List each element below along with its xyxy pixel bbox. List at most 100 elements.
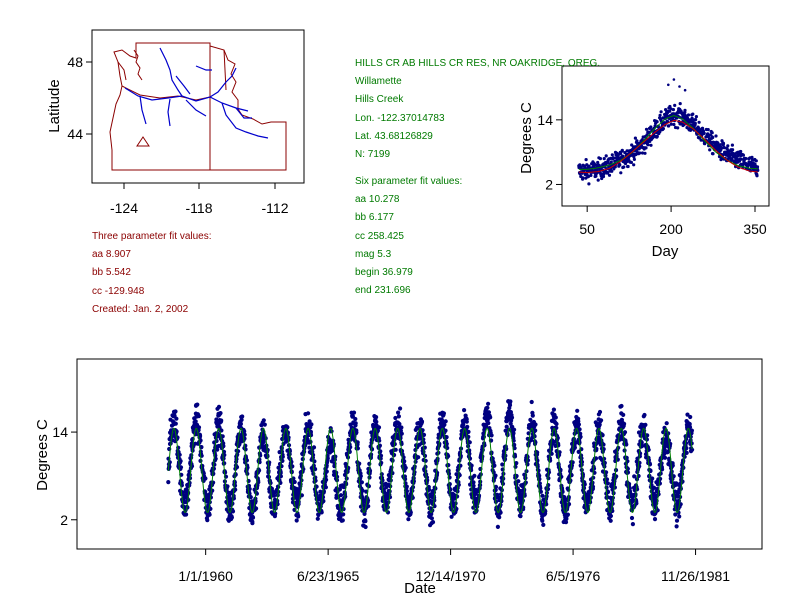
timeseries-point (442, 422, 447, 427)
annual-point (664, 108, 668, 112)
annual-point (655, 120, 659, 124)
annual-point (711, 152, 715, 156)
annual-point (596, 160, 600, 165)
six-parameter-title: Six parameter fit values: (355, 176, 463, 187)
timeseries-point (315, 516, 320, 521)
map-panel: 48 44 Latitude -124 -118 -112 (46, 29, 305, 216)
timeseries-point (472, 473, 477, 478)
annual-point (658, 113, 662, 117)
timeseries-point (642, 412, 647, 418)
timeseries-point (690, 447, 695, 452)
annual-point (598, 157, 603, 161)
timeseries-point (399, 441, 404, 447)
timeseries-point (253, 499, 258, 504)
timeseries-point (230, 509, 236, 514)
timeseries-point (289, 459, 294, 464)
timeseries-point (294, 518, 299, 523)
annual-point (621, 154, 625, 158)
annual-point (739, 157, 744, 161)
river-snake-south (221, 102, 269, 139)
timeseries-point (225, 484, 230, 489)
annual-point (686, 113, 691, 117)
timeseries-point (554, 421, 559, 427)
annual-point (626, 164, 630, 169)
timeseries-point (663, 455, 668, 460)
annual-point (741, 153, 746, 157)
three-param-cc: cc -129.948 (92, 285, 145, 297)
three-parameter-block: Three parameter fit values: aa 8.907 bb … (92, 228, 212, 319)
timeseries-point (166, 480, 171, 485)
annual-point (587, 182, 591, 186)
timeseries-point (325, 456, 330, 461)
timeseries-point (360, 488, 365, 493)
river-salmon (235, 107, 252, 119)
timeseries-point (624, 442, 629, 447)
timeseries-y-tick-label: 14 (52, 424, 68, 440)
timeseries-axes: 1/1/1960 6/23/1965 12/14/1970 6/5/1976 11/26… (52, 424, 730, 584)
annual-point (706, 135, 711, 139)
puget-sound-shore (133, 49, 143, 81)
timeseries-point (351, 410, 357, 415)
timeseries-point (346, 465, 351, 470)
latitude-value: Lat. 43.68126829 (355, 130, 433, 142)
timeseries-point (189, 453, 194, 458)
annual-point (726, 144, 730, 148)
timeseries-point (533, 422, 538, 427)
annual-point (610, 169, 614, 173)
annual-axes: 50 200 350 2 14 (537, 112, 766, 237)
state-line-columbia (121, 85, 211, 101)
timeseries-point (548, 458, 553, 463)
annual-point (694, 118, 698, 122)
timeseries-point (167, 464, 172, 469)
timeseries-x-label: Date (404, 580, 436, 597)
timeseries-point (486, 421, 491, 426)
timeseries-point (467, 440, 472, 445)
timeseries-point (578, 434, 583, 439)
annual-point (671, 108, 676, 112)
annual-point (632, 155, 636, 159)
annual-point (714, 134, 718, 138)
annual-point (691, 112, 695, 116)
map-x-tick-118: -118 (186, 200, 213, 216)
timeseries-point (354, 430, 359, 435)
annual-point (672, 122, 676, 127)
timeseries-point (337, 487, 342, 492)
timeseries-x-tick-label: 6/23/1965 (297, 568, 359, 584)
timeseries-point (374, 419, 379, 424)
annual-point (607, 173, 612, 177)
map-frame (91, 29, 305, 184)
river-john-day (185, 99, 207, 117)
annual-point (659, 110, 663, 114)
timeseries-point (374, 415, 379, 420)
annual-point (673, 103, 677, 107)
timeseries-point (250, 515, 256, 520)
annual-x-tick-label: 350 (743, 221, 767, 237)
annual-point (644, 127, 649, 131)
timeseries-point (392, 452, 397, 458)
timeseries-point (248, 495, 253, 500)
timeseries-point (240, 414, 245, 419)
timeseries-point (632, 474, 637, 479)
annual-point (739, 149, 743, 154)
timeseries-point (493, 473, 498, 478)
timeseries-point (196, 414, 201, 419)
timeseries-point (535, 458, 540, 463)
annual-point (594, 174, 598, 178)
timeseries-point (500, 462, 505, 467)
map-y-tick-44: 44 (67, 126, 83, 142)
timeseries-x-tick-label: 1/1/1960 (178, 568, 233, 584)
timeseries-point (363, 524, 368, 530)
timeseries-point (662, 447, 667, 452)
stream-name: Hills Creek (355, 94, 404, 106)
annual-point (678, 85, 681, 88)
annual-point (678, 102, 682, 106)
timeseries-point (575, 408, 580, 413)
timeseries-point (507, 403, 513, 408)
timeseries-point (489, 433, 494, 438)
basin-name: Willamette (355, 76, 402, 88)
timeseries-point (516, 479, 521, 484)
timeseries-point (178, 459, 183, 464)
timeseries-point (495, 524, 500, 530)
timeseries-point (358, 474, 363, 479)
timeseries-point (309, 422, 314, 427)
